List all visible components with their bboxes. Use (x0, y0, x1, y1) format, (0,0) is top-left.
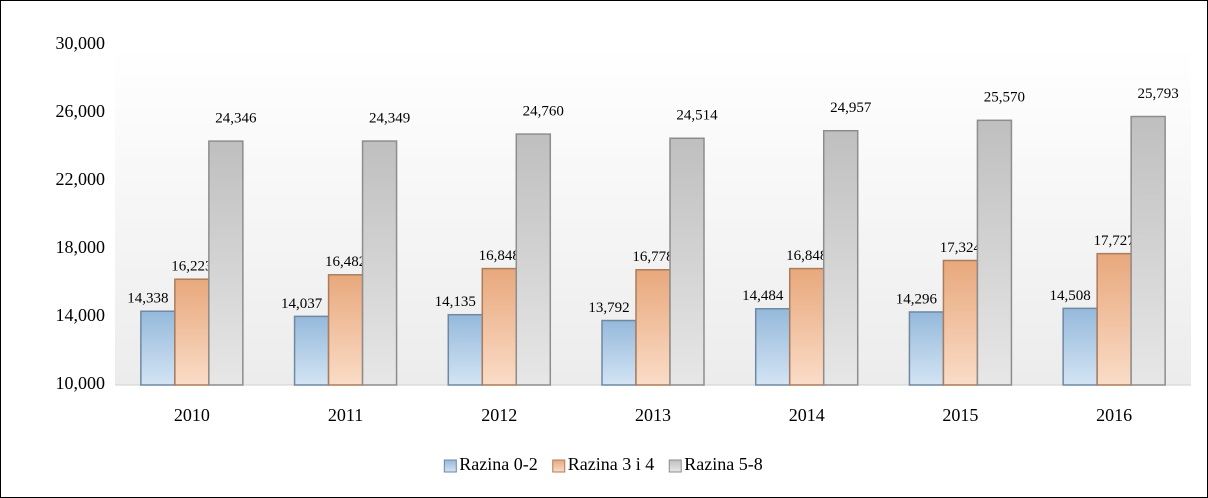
value-label: 16,848 (786, 248, 827, 264)
bar (481, 267, 518, 386)
value-label: 17,727 (1094, 233, 1136, 249)
value-label: 17,324 (940, 240, 982, 256)
bar (788, 267, 825, 386)
value-label: 14,135 (435, 294, 476, 310)
bar (1062, 307, 1098, 386)
y-tick-label: 10,000 (56, 373, 106, 393)
legend-label: Razina 5-8 (684, 454, 762, 474)
value-label: 16,778 (632, 249, 673, 265)
x-tick-label: 2013 (635, 405, 671, 425)
legend-swatch (443, 459, 457, 473)
bar (208, 140, 244, 386)
bar (822, 129, 859, 386)
y-tick-label: 22,000 (56, 169, 106, 189)
bar (601, 319, 637, 386)
y-tick-label: 18,000 (56, 237, 106, 257)
bar (327, 274, 364, 386)
value-label: 24,349 (369, 111, 410, 127)
value-label: 24,346 (215, 111, 257, 127)
bar (361, 140, 398, 386)
y-tick-label: 14,000 (56, 305, 106, 325)
legend-label: Razina 0-2 (459, 454, 537, 474)
value-label: 24,514 (676, 108, 718, 124)
bar (174, 278, 210, 386)
bar (976, 119, 1013, 386)
value-label: 25,570 (984, 90, 1025, 106)
value-label: 14,508 (1050, 288, 1091, 304)
bar (140, 310, 176, 386)
x-tick-label: 2011 (328, 405, 363, 425)
bar (447, 313, 484, 386)
value-label: 14,338 (127, 291, 168, 307)
bar (754, 308, 791, 386)
y-tick-label: 26,000 (56, 101, 106, 121)
value-label: 14,037 (281, 296, 323, 312)
value-label: 16,848 (479, 248, 520, 264)
y-tick-label: 30,000 (56, 33, 106, 53)
x-tick-label: 2014 (789, 405, 825, 425)
bar (515, 133, 552, 386)
value-label: 13,792 (588, 300, 629, 316)
legend-label: Razina 3 i 4 (568, 454, 654, 474)
x-tick-label: 2015 (942, 405, 978, 425)
bar (293, 315, 330, 386)
bar (1096, 252, 1132, 386)
x-tick-label: 2016 (1096, 405, 1132, 425)
bar (669, 137, 705, 386)
x-tick-label: 2012 (481, 405, 517, 425)
value-label: 14,484 (742, 288, 784, 304)
bar (635, 269, 671, 386)
bar (942, 259, 979, 386)
legend-swatch (668, 459, 682, 473)
value-label: 24,957 (830, 100, 872, 116)
bar (908, 311, 945, 386)
value-label: 14,296 (896, 291, 938, 307)
value-label: 16,223 (171, 259, 212, 275)
value-label: 24,760 (523, 104, 564, 120)
value-label: 16,482 (325, 254, 366, 270)
value-label: 25,793 (1138, 86, 1179, 102)
bar (1130, 115, 1166, 386)
legend-swatch (552, 459, 566, 473)
x-tick-label: 2010 (174, 405, 210, 425)
